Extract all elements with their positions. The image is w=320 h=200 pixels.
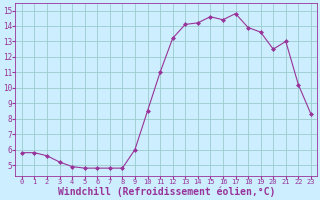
X-axis label: Windchill (Refroidissement éolien,°C): Windchill (Refroidissement éolien,°C) — [58, 187, 275, 197]
